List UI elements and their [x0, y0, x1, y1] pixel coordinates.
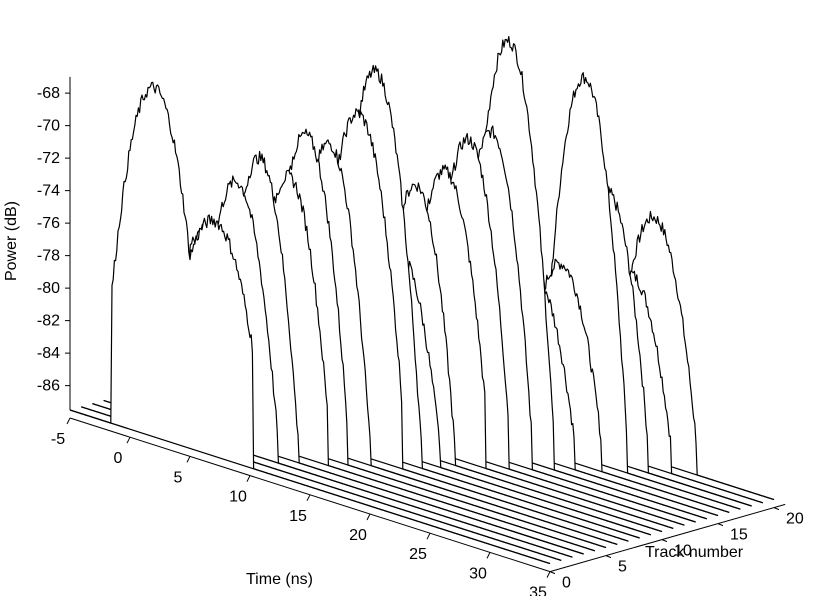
z-tick-mark: [717, 523, 724, 527]
x-tick-mark: [366, 513, 371, 521]
x-tick-label: 30: [469, 565, 487, 582]
y-tick-label: -86: [37, 378, 60, 395]
z-tick-label: 10: [674, 543, 692, 560]
x-tick-mark: [246, 475, 251, 482]
x-tick-label: 5: [174, 469, 183, 486]
y-tick-label: -68: [37, 85, 60, 102]
x-tick-label: 25: [409, 546, 427, 563]
y-tick-label: -70: [37, 118, 60, 135]
z-tick-label: 0: [562, 575, 571, 592]
z-axis-label: Track number: [645, 544, 744, 561]
trace-fill-track-8: [159, 65, 640, 538]
z-tick-label: 20: [786, 511, 804, 528]
z-tick-label: 5: [618, 559, 627, 576]
y-tick-label: -82: [37, 313, 60, 330]
z-tick-mark: [661, 539, 668, 543]
x-tick-mark: [126, 436, 131, 444]
x-tick-label: 20: [349, 527, 367, 544]
y-tick-label: -80: [37, 280, 60, 297]
z-tick-mark: [773, 507, 780, 511]
z-tick-mark: [605, 555, 612, 559]
z-tick-mark: [549, 571, 556, 575]
y-tick-label: -72: [37, 150, 60, 167]
x-tick-label: 10: [229, 489, 247, 506]
y-tick-label: -78: [37, 248, 60, 265]
x-tick-label: -5: [51, 431, 65, 448]
x-tick-mark: [186, 456, 191, 463]
tick-group: -86 -84 -82 -80 -78 -76 -74 -72 -70 -68 -5 0 5 10 15 20…: [37, 85, 804, 596]
x-tick-mark: [486, 552, 491, 559]
trace-fill-track-0: [70, 82, 550, 564]
x-tick-mark: [306, 494, 311, 502]
x-tick-label: 35: [529, 585, 547, 596]
trace-fill-track-18: [271, 187, 752, 506]
trace-fill-track-17: [260, 72, 741, 510]
x-axis-label: Time (ns): [246, 571, 313, 588]
z-tick-label: 15: [730, 527, 748, 544]
x-tick-label: 0: [114, 450, 123, 467]
y-axis-label: Power (dB): [3, 200, 20, 282]
trace-baseline-track-0: [69, 409, 551, 565]
trace-fill-track-7: [148, 108, 629, 542]
x-tick-mark: [426, 532, 431, 540]
track-axis-line: [549, 503, 786, 573]
y-tick-label: -84: [37, 345, 60, 362]
y-tick-label: -74: [37, 183, 60, 200]
x-tick-label: 15: [289, 508, 307, 525]
trace-group: [69, 36, 775, 565]
x-tick-mark: [66, 417, 71, 425]
y-tick-label: -76: [37, 215, 60, 232]
x-tick-mark: [546, 571, 551, 578]
